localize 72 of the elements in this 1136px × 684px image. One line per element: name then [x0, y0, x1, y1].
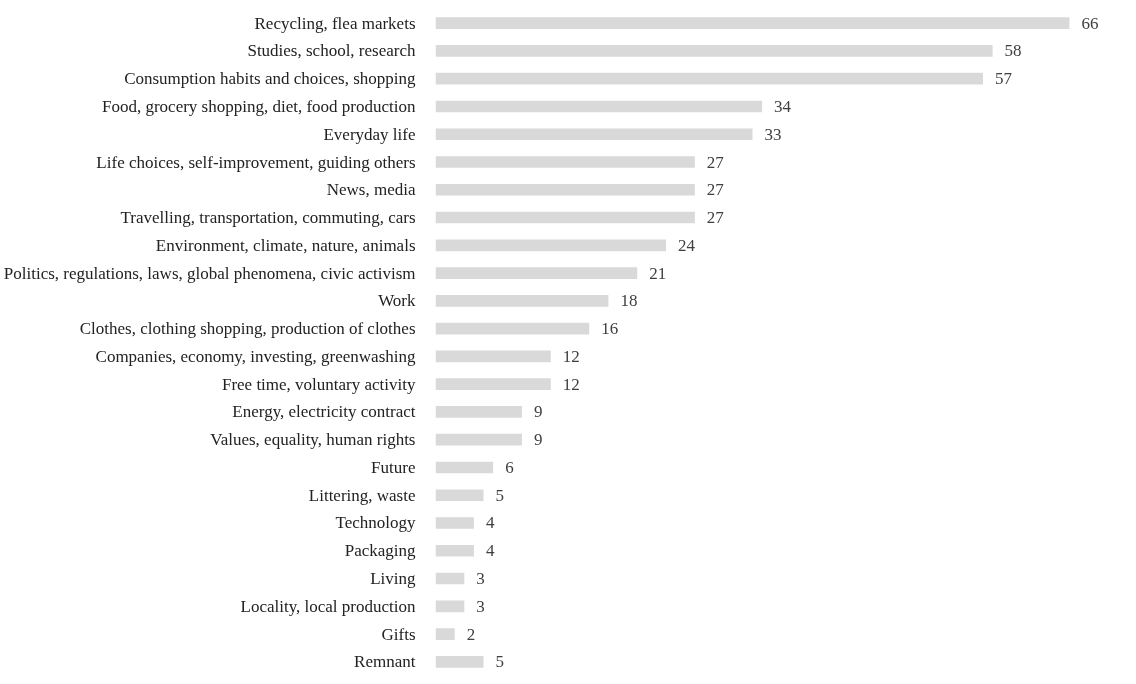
y-tick-label: Living	[370, 569, 416, 589]
bar	[435, 100, 763, 113]
data-label: 27	[706, 208, 725, 228]
data-label: 9	[533, 402, 543, 422]
y-tick-label: Everyday life	[323, 124, 416, 144]
data-label: 4	[485, 513, 495, 533]
y-tick-label: Technology	[335, 513, 416, 533]
bar	[435, 517, 474, 529]
data-label: 24	[678, 235, 696, 255]
data-label: 57	[995, 69, 1013, 89]
data-label: 66	[1081, 13, 1099, 33]
data-label: 27	[706, 152, 725, 172]
data-label: 5	[495, 652, 505, 672]
bar	[435, 350, 551, 363]
y-tick-label: News, media	[326, 180, 416, 200]
data-label: 16	[601, 319, 619, 339]
data-label: 5	[495, 485, 505, 505]
data-label: 6	[505, 457, 514, 477]
y-tick-label: Food, grocery shopping, diet, food production	[101, 96, 416, 116]
data-label: 33	[764, 124, 782, 144]
bar	[435, 378, 551, 390]
bar	[435, 572, 465, 585]
bar	[435, 183, 695, 196]
data-label: 2	[466, 624, 476, 644]
bar	[435, 72, 983, 85]
bar	[435, 600, 465, 613]
bar	[435, 156, 695, 168]
data-label: 18	[620, 291, 638, 311]
bar	[435, 406, 522, 418]
bar	[435, 544, 474, 557]
data-label: 12	[562, 346, 580, 366]
data-label: 9	[533, 430, 543, 450]
y-tick-label: Packaging	[344, 541, 416, 561]
y-tick-label: Values, equality, human rights	[210, 430, 416, 450]
y-tick-label: Studies, school, research	[247, 41, 416, 61]
bar	[435, 461, 494, 474]
y-tick-label: Littering, waste	[308, 485, 416, 505]
data-label: 21	[649, 263, 667, 283]
y-tick-label: Energy, electricity contract	[232, 402, 416, 422]
data-label: 3	[476, 596, 485, 616]
y-tick-label: Free time, voluntary activity	[221, 374, 416, 394]
bar	[435, 295, 609, 307]
bar	[435, 267, 638, 279]
data-label: 34	[774, 96, 792, 116]
data-label: 27	[706, 180, 725, 200]
y-tick-label: Remnant	[354, 652, 416, 672]
bar	[435, 17, 1070, 29]
y-tick-label: Recycling, flea markets	[254, 13, 416, 33]
bar	[435, 211, 695, 224]
y-tick-label: Travelling, transportation, commuting, cars	[120, 208, 416, 228]
y-tick-label: Locality, local production	[240, 596, 416, 616]
data-label: 4	[485, 541, 495, 561]
bar	[435, 128, 753, 141]
y-tick-label: Work	[378, 291, 416, 311]
bar	[435, 322, 590, 335]
y-tick-label: Politics, regulations, laws, global phenomena, civic activism	[3, 263, 416, 283]
bar	[435, 656, 484, 668]
bar	[435, 433, 522, 446]
bar	[435, 239, 667, 252]
data-label: 58	[1004, 41, 1022, 61]
bar	[435, 628, 455, 640]
y-tick-label: Future	[371, 457, 416, 477]
y-tick-label: Life choices, self-improvement, guiding others	[96, 152, 416, 172]
data-label: 12	[562, 374, 580, 394]
y-tick-label: Companies, economy, investing, greenwashing	[95, 346, 416, 366]
y-tick-label: Gifts	[381, 624, 416, 644]
bar	[435, 45, 993, 57]
y-tick-label: Environment, climate, nature, animals	[155, 235, 416, 255]
data-label: 3	[476, 569, 485, 589]
y-tick-label: Clothes, clothing shopping, production of clothes	[79, 319, 416, 339]
bar	[435, 489, 484, 502]
y-tick-label: Consumption habits and choices, shopping	[124, 69, 416, 89]
